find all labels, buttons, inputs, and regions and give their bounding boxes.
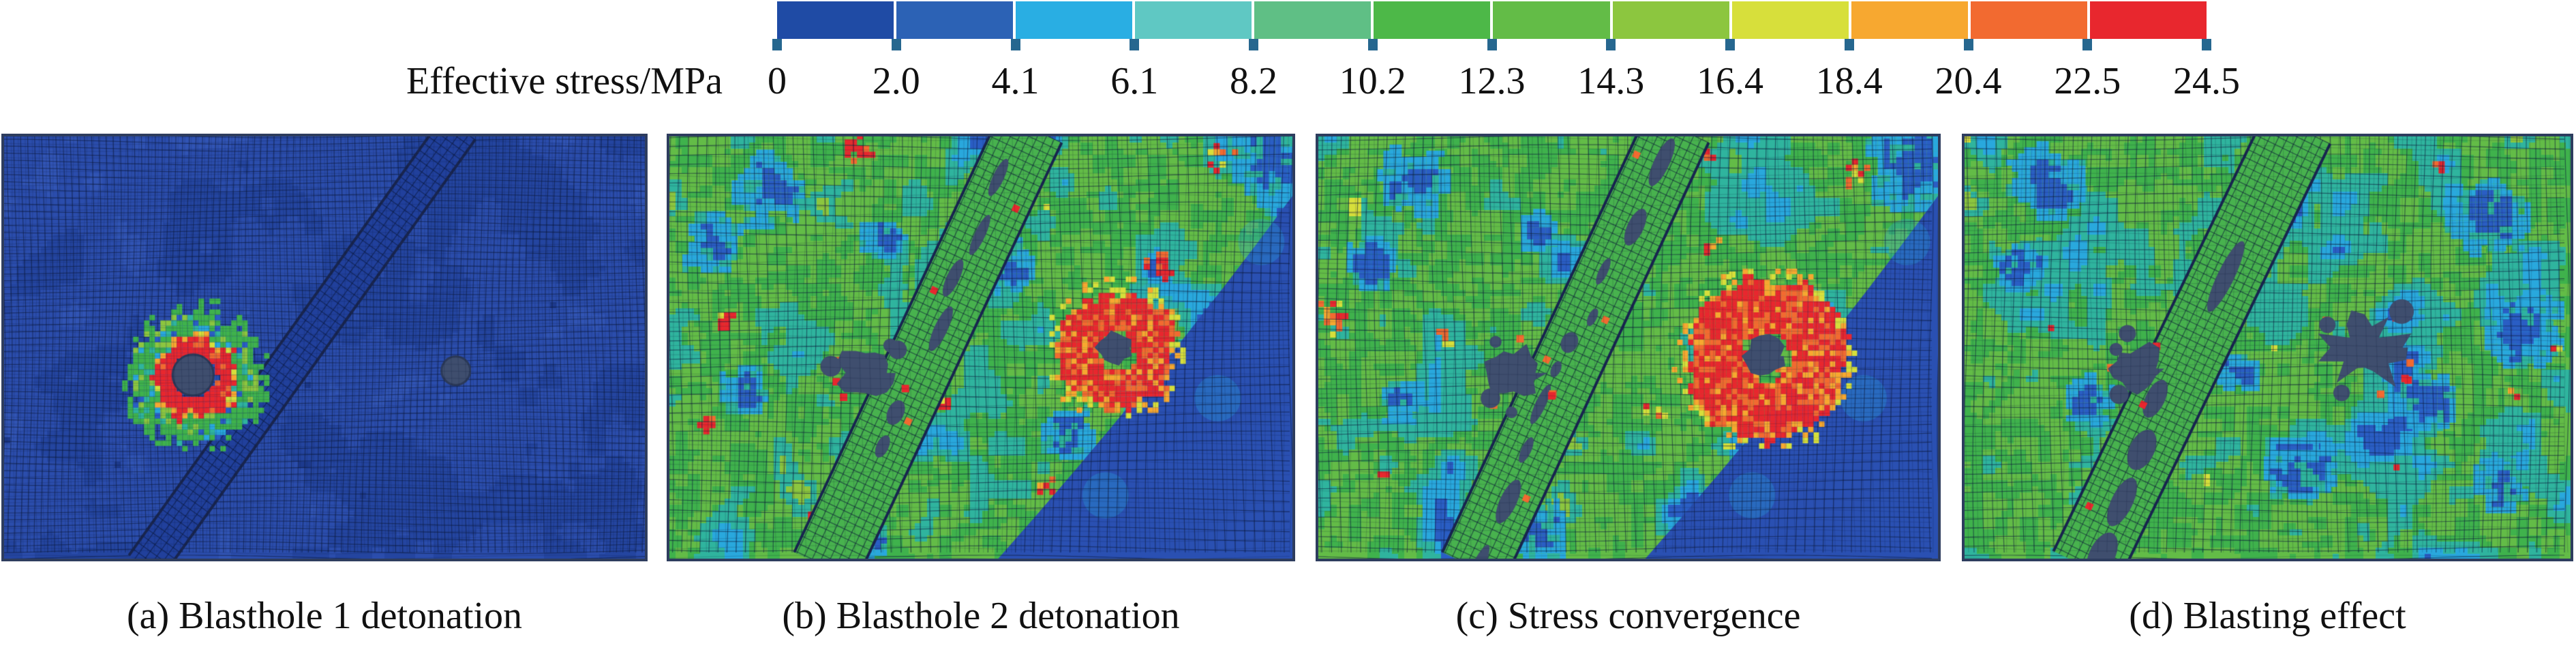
panel-b-canvas [669,136,1292,559]
colorbar-segment-8 [1612,1,1729,39]
panel-a-heatmap [1,134,648,561]
caption-panel-d: (d) Blasting effect [2129,595,2406,637]
colorbar-tick-label: 10.2 [1339,60,1406,102]
colorbar-tick-mark [2202,39,2211,50]
colorbar-tick-label: 24.5 [2173,60,2240,102]
colorbar-segment-4 [1135,1,1252,39]
colorbar-segment-5 [1254,1,1372,39]
colorbar-tick-label: 0 [768,60,787,102]
colorbar-tick-label: 8.2 [1230,60,1277,102]
colorbar-tick-label: 20.4 [1935,60,2002,102]
colorbar-tick-label: 16.4 [1697,60,1763,102]
caption-panel-b: (b) Blasthole 2 detonation [782,595,1180,637]
colorbar-tick-mark [1844,39,1854,50]
colorbar-tick-mark [891,39,901,50]
colorbar-segment-10 [1851,1,1968,39]
colorbar-tick-mark [1130,39,1140,50]
panel-c-heatmap [1316,134,1941,561]
colorbar-segment-11 [1970,1,2087,39]
panel-b-heatmap [667,134,1295,561]
colorbar-tick-label: 4.1 [991,60,1040,102]
colorbar-tick-mark [1606,39,1616,50]
colorbar-tick-mark [1367,39,1378,50]
colorbar-tick-label: 12.3 [1458,60,1526,102]
caption-panel-a: (a) Blasthole 1 detonation [126,595,523,637]
colorbar-label: Effective stress/MPa [406,60,723,102]
panel-d-canvas [1965,136,2571,559]
colorbar-tick-mark [1963,39,1973,50]
colorbar-segment-1 [777,1,894,39]
panel-a-canvas [4,136,645,559]
colorbar [777,1,2207,39]
colorbar-tick-mark [1010,39,1020,50]
caption-panel-c: (c) Stress convergence [1455,595,1801,637]
colorbar-tick-label: 2.0 [872,60,920,102]
colorbar-tick-mark [2082,39,2093,50]
colorbar-segment-6 [1374,1,1491,39]
colorbar-tick-label: 18.4 [1815,60,1883,102]
colorbar-tick-mark [772,39,782,50]
colorbar-segment-7 [1493,1,1610,39]
colorbar-segment-3 [1016,1,1133,39]
panel-d-heatmap [1962,134,2573,561]
colorbar-tick-mark [1249,39,1258,50]
panel-c-canvas [1318,136,1938,559]
colorbar-tick-label: 22.5 [2054,60,2121,102]
colorbar-segment-9 [1731,1,1849,39]
colorbar-segment-12 [2089,1,2207,39]
colorbar-segment-2 [896,1,1014,39]
colorbar-tick-label: 6.1 [1110,60,1159,102]
colorbar-tick-mark [1487,39,1497,50]
colorbar-tick-label: 14.3 [1577,60,1645,102]
colorbar-tick-mark [1725,39,1735,50]
